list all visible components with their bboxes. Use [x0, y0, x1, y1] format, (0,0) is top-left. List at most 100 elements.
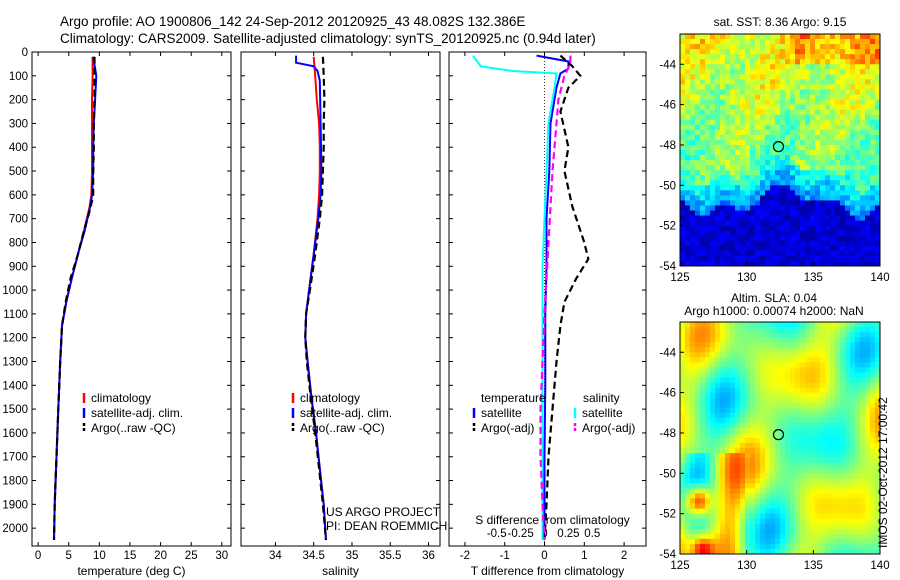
- sst-map-cell: [745, 250, 751, 257]
- sst-map-cell: [710, 250, 716, 257]
- sla-map-cell: [805, 548, 811, 555]
- sla-map-cell: [815, 382, 821, 388]
- sla-map-cell: [775, 357, 781, 363]
- sla-map-cell: [685, 538, 691, 545]
- sla-map-cell: [820, 352, 826, 358]
- sst-map-cell: [830, 205, 836, 211]
- sst-map-cell: [755, 94, 761, 100]
- salinity-xtick-label: 35: [346, 550, 359, 562]
- sla-map-cell: [705, 397, 711, 404]
- sst-map-cell: [870, 59, 876, 65]
- sst-map-cell: [735, 119, 741, 126]
- sla-map-cell: [800, 347, 806, 353]
- sla-map-cell: [805, 332, 811, 338]
- sla-map-cell: [780, 438, 786, 444]
- sst-map-cell: [860, 160, 866, 166]
- sst-map-cell: [725, 240, 731, 247]
- sla-map-cell: [835, 327, 841, 333]
- sst-map-cell: [810, 64, 816, 70]
- sst-map-cell: [720, 260, 726, 267]
- sla-map-cell: [835, 367, 841, 373]
- sla-map-cell: [710, 483, 716, 489]
- sla-map-cell: [695, 412, 701, 419]
- sst-map-cell: [765, 215, 771, 222]
- sst-map-cell: [685, 215, 691, 222]
- sdiff-tick-label: -0.25: [508, 528, 534, 540]
- sst-map-cell: [840, 210, 846, 216]
- sla-map-cell: [850, 427, 856, 434]
- sla-map-cell: [825, 488, 831, 494]
- sst-map-cell: [785, 230, 791, 237]
- sst-map-cell: [685, 89, 691, 95]
- sst-map-cell: [780, 260, 786, 267]
- sst-map-cell: [705, 205, 711, 211]
- sla-map-cell: [865, 332, 871, 338]
- sla-map-cell: [840, 538, 846, 545]
- sst-map-cell: [810, 114, 816, 121]
- sla-map-cell: [740, 432, 746, 439]
- sla-map-cell: [870, 392, 876, 399]
- sst-map-cell: [850, 205, 856, 211]
- sla-map-cell: [755, 347, 761, 353]
- sst-map-cell: [750, 175, 756, 181]
- sst-map-cell: [845, 139, 851, 146]
- sst-map-cell: [795, 235, 801, 242]
- sst-map-cell: [875, 165, 881, 171]
- sla-map-cell: [805, 503, 811, 510]
- sla-map-cell: [775, 337, 781, 343]
- sla-map-cell: [730, 528, 736, 535]
- sla-map-cell: [770, 392, 776, 399]
- sla-map-cell: [815, 337, 821, 343]
- sst-map-cell: [740, 175, 746, 181]
- sla-map-cell: [690, 448, 696, 454]
- sla-map-cell: [695, 543, 701, 550]
- sst-map-cell: [800, 54, 806, 60]
- sla-map-cell: [745, 518, 751, 525]
- sst-map-cell: [765, 49, 771, 55]
- sla-map-cell: [865, 417, 871, 424]
- sla-map-cell: [710, 402, 716, 409]
- sst-map-cell: [720, 155, 726, 161]
- sst-map-cell: [785, 39, 791, 45]
- sla-map-cell: [755, 483, 761, 489]
- sst-map-cell: [855, 230, 861, 237]
- sla-map-cell: [760, 483, 766, 489]
- sst-map-cell: [770, 119, 776, 126]
- sla-map-cell: [830, 538, 836, 545]
- sst-map-cell: [800, 225, 806, 232]
- sst-map-cell: [775, 124, 781, 131]
- sla-map-cell: [805, 372, 811, 378]
- sst-map-cell: [820, 215, 826, 222]
- sla-map-cell: [755, 473, 761, 479]
- sst-map-cell: [680, 99, 686, 106]
- sla-map-cell: [720, 382, 726, 388]
- sla-map-cell: [710, 332, 716, 338]
- sla-map-cell: [725, 357, 731, 363]
- sst-map-cell: [735, 34, 741, 40]
- sst-map-cell: [735, 155, 741, 161]
- sst-map-cell: [790, 205, 796, 211]
- sla-map-cell: [790, 357, 796, 363]
- sla-map-cell: [795, 443, 801, 449]
- sla-map-cell: [865, 448, 871, 454]
- sst-map-ytick-label: -48: [659, 140, 676, 152]
- sst-map-cell: [835, 215, 841, 222]
- sst-map-cell: [775, 94, 781, 100]
- sla-map-cell: [805, 483, 811, 489]
- sla-map-cell: [835, 347, 841, 353]
- sst-map-cell: [795, 99, 801, 106]
- sst-map-cell: [820, 165, 826, 171]
- sst-map-cell: [725, 114, 731, 121]
- sst-map-cell: [755, 34, 761, 40]
- sst-map-cell: [710, 144, 716, 151]
- sla-map-cell: [835, 322, 841, 328]
- sla-map-cell: [865, 347, 871, 353]
- sst-map-cell: [730, 114, 736, 121]
- sst-map-cell: [705, 94, 711, 100]
- sla-map-cell: [775, 453, 781, 459]
- sla-map-cell: [710, 357, 716, 363]
- difference-series-salinity_argo: [539, 55, 572, 541]
- sst-map-cell: [835, 44, 841, 50]
- sst-map-cell: [745, 89, 751, 95]
- sst-map-cell: [805, 225, 811, 232]
